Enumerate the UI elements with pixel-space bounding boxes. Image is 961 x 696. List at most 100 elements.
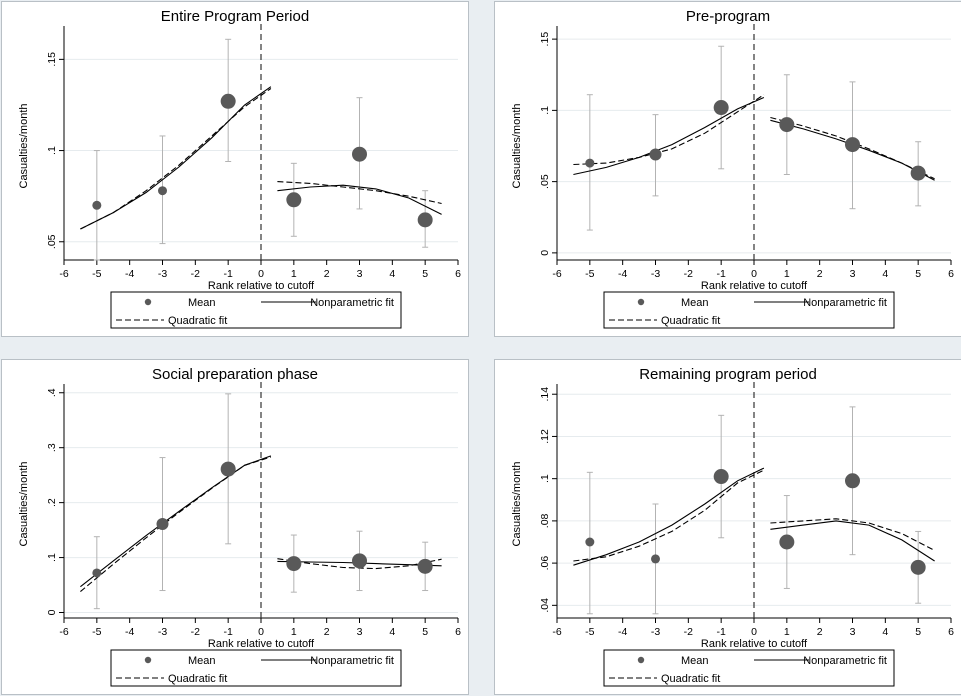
- x-tick-label: 1: [784, 626, 790, 638]
- legend-mean-label: Mean: [681, 655, 709, 667]
- y-tick-label: .1: [46, 146, 58, 155]
- x-tick-label: 5: [422, 268, 428, 280]
- x-tick-label: -4: [125, 268, 134, 280]
- chart-pre-program: Pre-program 0 .05 .1 .15 -6 -5 -4 -3 -2 -1 0 1 2 3 4 5 6 R…: [511, 8, 954, 329]
- x-tick-label: 6: [948, 626, 954, 638]
- mean-point: [585, 537, 595, 547]
- x-tick-label: 5: [915, 626, 921, 638]
- x-axis-label: Rank relative to cutoff: [208, 280, 315, 292]
- quadratic-fit-line-right: [770, 518, 935, 551]
- nonparametric-fit-line-left: [573, 96, 765, 176]
- mean-point: [910, 165, 926, 181]
- x-tick-label: 3: [850, 626, 856, 638]
- mean-point: [845, 473, 860, 489]
- mean-point: [585, 158, 595, 168]
- x-tick-label: -4: [125, 626, 134, 638]
- chart-title: Pre-program: [686, 8, 770, 25]
- mean-point: [845, 137, 860, 153]
- legend-box: [603, 649, 895, 687]
- quadratic-fit-line-left: [573, 469, 765, 562]
- x-tick-label: -6: [59, 626, 68, 638]
- chart-title: Entire Program Period: [161, 8, 309, 25]
- y-tick-label: 0: [539, 250, 551, 256]
- mean-point: [286, 556, 302, 572]
- y-tick-label: .08: [539, 513, 551, 528]
- y-axis-label: Casualties/month: [18, 462, 30, 547]
- x-tick-label: -2: [191, 626, 200, 638]
- x-tick-label: 4: [882, 626, 888, 638]
- legend-mean-label: Mean: [681, 297, 709, 309]
- legend-box: [110, 291, 402, 329]
- y-tick-label: .1: [46, 553, 58, 562]
- legend: Mean Nonparametric fit Quadratic fit: [603, 291, 895, 329]
- mean-point: [713, 100, 729, 116]
- y-axis-label: Casualties/month: [511, 104, 523, 189]
- y-tick-label: .15: [46, 52, 58, 67]
- mean-point: [352, 553, 367, 569]
- x-tick-label: 6: [455, 626, 461, 638]
- legend-mean-label: Mean: [188, 297, 216, 309]
- mean-point: [779, 117, 795, 133]
- x-axis-label: Rank relative to cutoff: [701, 280, 808, 292]
- chart-entire-program-period: Entire Program Period .05 .1 .15 -6 -5 -4 -3 -2 -…: [18, 8, 461, 329]
- x-tick-label: -1: [223, 626, 232, 638]
- y-tick-label: .2: [46, 498, 58, 507]
- legend-mean-marker: [637, 656, 645, 664]
- x-axis-label: Rank relative to cutoff: [208, 638, 315, 650]
- x-tick-label: 3: [357, 268, 363, 280]
- x-tick-label: -5: [585, 268, 594, 280]
- legend: Mean Nonparametric fit Quadratic fit: [110, 649, 402, 687]
- panel-social-preparation-phase: Social preparation phase 0 .1 .2 .3 .4 -6 -5 -4 -…: [1, 359, 469, 695]
- y-tick-label: .06: [539, 556, 551, 571]
- mean-point: [417, 558, 433, 574]
- y-tick-label: .4: [46, 388, 58, 397]
- quadratic-fit-line-left: [80, 456, 272, 593]
- mean-point: [92, 568, 102, 578]
- panel-remaining-program-period: Remaining program period .04 .06 .08 .1 .12 .1…: [494, 359, 961, 695]
- legend-box: [603, 291, 895, 329]
- x-tick-label: -5: [92, 268, 101, 280]
- y-tick-label: .1: [539, 106, 551, 115]
- x-tick-label: 4: [389, 268, 395, 280]
- legend-quadratic-label: Quadratic fit: [661, 315, 720, 327]
- mean-point: [286, 192, 302, 208]
- y-tick-label: .05: [539, 174, 551, 189]
- chart-social-preparation-phase: Social preparation phase 0 .1 .2 .3 .4 -6 -5 -4 -…: [18, 366, 461, 687]
- x-tick-label: 2: [324, 268, 330, 280]
- mean-point: [92, 200, 102, 210]
- y-tick-label: .12: [539, 429, 551, 444]
- x-tick-label: 0: [751, 626, 757, 638]
- x-axis-label: Rank relative to cutoff: [701, 638, 808, 650]
- legend-mean-label: Mean: [188, 655, 216, 667]
- x-tick-label: -4: [618, 626, 627, 638]
- mean-point: [156, 518, 169, 531]
- mean-point: [779, 534, 795, 550]
- legend-nonparametric-label: Nonparametric fit: [803, 655, 887, 667]
- panel-entire-program-period: Entire Program Period .05 .1 .15 -6 -5 -4 -3 -2 -…: [1, 1, 469, 337]
- mean-point: [352, 146, 367, 162]
- x-tick-label: 0: [751, 268, 757, 280]
- x-tick-label: 2: [817, 626, 823, 638]
- mean-point: [649, 148, 662, 161]
- x-tick-label: -6: [552, 268, 561, 280]
- nonparametric-fit-line-left: [80, 455, 272, 588]
- legend-quadratic-label: Quadratic fit: [168, 673, 227, 685]
- legend-nonparametric-label: Nonparametric fit: [310, 297, 394, 309]
- mean-point: [220, 93, 236, 109]
- x-tick-label: 3: [357, 626, 363, 638]
- mean-point: [158, 186, 167, 196]
- x-tick-label: 1: [291, 268, 297, 280]
- x-tick-label: -5: [585, 626, 594, 638]
- x-tick-label: 5: [422, 626, 428, 638]
- x-tick-label: 1: [784, 268, 790, 280]
- mean-point: [713, 469, 729, 485]
- quadratic-fit-line-right: [277, 181, 442, 205]
- x-tick-label: -2: [684, 268, 693, 280]
- x-tick-label: 2: [324, 626, 330, 638]
- x-tick-label: -5: [92, 626, 101, 638]
- y-tick-label: .14: [539, 387, 551, 402]
- nonparametric-fit-line-right: [277, 184, 442, 215]
- legend-quadratic-label: Quadratic fit: [661, 673, 720, 685]
- x-tick-label: -4: [618, 268, 627, 280]
